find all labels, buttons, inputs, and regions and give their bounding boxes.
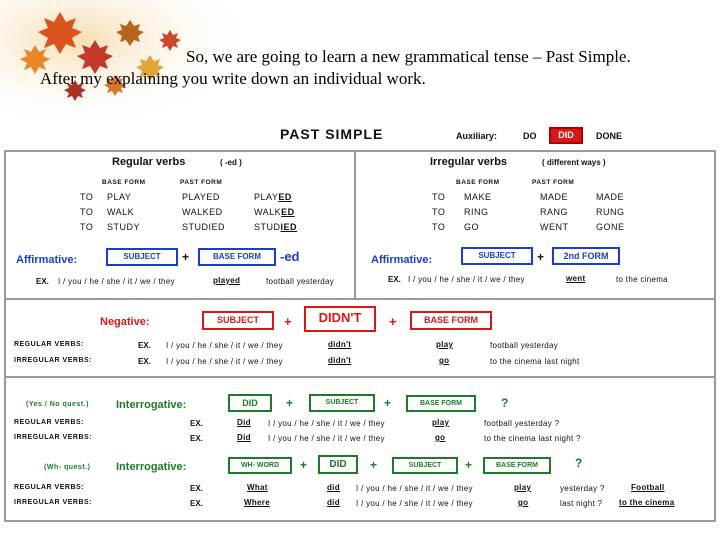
past-simple-chart: PAST SIMPLE Auxiliary: DO DID DONE Regul… bbox=[4, 122, 716, 524]
regular-col-base: BASE FORM bbox=[102, 179, 146, 186]
maple-leaf-icon bbox=[77, 40, 113, 74]
maple-leaf-icon bbox=[104, 75, 126, 96]
base-form-box: BASE FORM bbox=[483, 457, 551, 474]
intro-line-1: So, we are going to learn a new grammati… bbox=[186, 47, 631, 66]
maple-leaf-icon bbox=[136, 55, 164, 81]
regular-past-form: WALKED bbox=[254, 207, 295, 217]
irregular-col-past: PAST FORM bbox=[532, 179, 575, 186]
maple-leaf-icon bbox=[64, 80, 86, 101]
regular-note: ( -ed ) bbox=[220, 158, 242, 167]
regular-past-form: STUDIED bbox=[254, 222, 298, 232]
intro-text: So, we are going to learn a new grammati… bbox=[40, 46, 680, 90]
subject-box: SUBJECT bbox=[461, 247, 533, 265]
regular-col-past: PAST FORM bbox=[180, 179, 223, 186]
aux-do: DO bbox=[523, 131, 537, 141]
maple-leaf-icon bbox=[38, 12, 82, 54]
regular-title: Regular verbs bbox=[112, 156, 186, 168]
didnt-box: DIDN'T bbox=[304, 306, 376, 332]
irregular-col-base: BASE FORM bbox=[456, 179, 500, 186]
subject-box: SUBJECT bbox=[202, 311, 274, 330]
irregular-title: Irregular verbs bbox=[430, 156, 508, 168]
yes-no-tag: (Yes / No quest.) bbox=[26, 401, 89, 408]
regular-past-form: PLAYED bbox=[254, 192, 292, 202]
base-form-box: BASE FORM bbox=[410, 311, 492, 330]
example-verb: played bbox=[213, 276, 241, 285]
subject-box: SUBJECT bbox=[392, 457, 458, 474]
autumn-leaves-decoration bbox=[0, 0, 260, 130]
irregular-affirmative-label: Affirmative: bbox=[371, 254, 433, 266]
subject-box: SUBJECT bbox=[106, 248, 178, 266]
auxiliary-label: Auxiliary: bbox=[456, 131, 498, 141]
wh-tag: (Wh- quest.) bbox=[44, 464, 91, 471]
aux-did-box: DID bbox=[549, 127, 583, 144]
irregular-note: ( different ways ) bbox=[542, 158, 606, 167]
maple-leaf-icon bbox=[116, 20, 144, 46]
chart-title: PAST SIMPLE bbox=[280, 126, 384, 142]
wh-word-box: WH- WORD bbox=[228, 457, 292, 474]
regular-affirmative-label: Affirmative: bbox=[16, 254, 78, 266]
did-box: DID bbox=[228, 394, 272, 412]
maple-leaf-icon bbox=[20, 45, 50, 74]
second-form-box: 2nd FORM bbox=[552, 247, 620, 265]
subject-box: SUBJECT bbox=[309, 394, 375, 412]
interrogative-label: Interrogative: bbox=[116, 399, 187, 411]
interrogative-label: Interrogative: bbox=[116, 461, 187, 473]
base-form-box: BASE FORM bbox=[406, 395, 476, 412]
did-box: DID bbox=[318, 455, 358, 474]
base-form-box: BASE FORM bbox=[198, 248, 276, 266]
aux-done: DONE bbox=[596, 131, 623, 141]
example-verb: went bbox=[566, 274, 586, 283]
maple-leaf-icon bbox=[159, 30, 181, 51]
intro-line-2: After my explaining you write down an in… bbox=[40, 69, 426, 88]
negative-label: Negative: bbox=[100, 316, 150, 328]
ed-ending: -ed bbox=[280, 249, 300, 264]
